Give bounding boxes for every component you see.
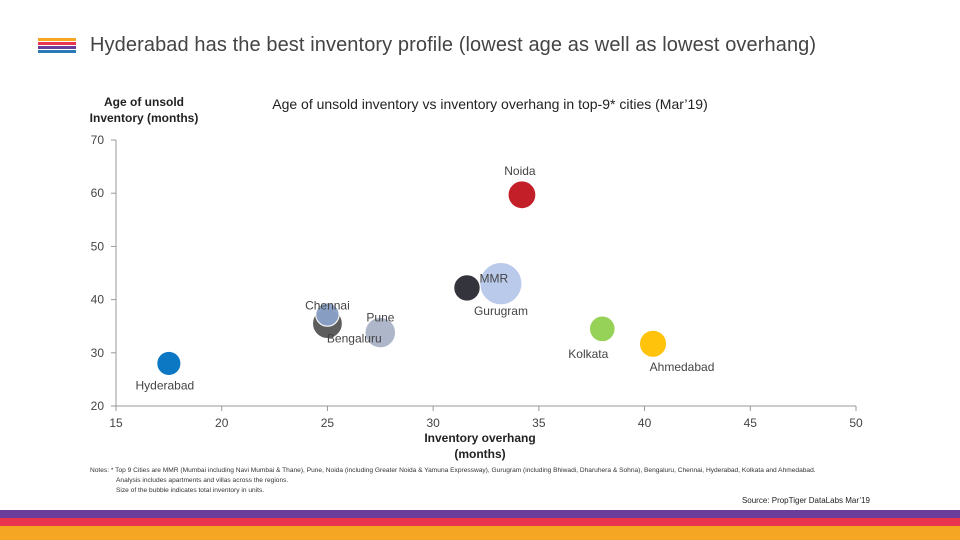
y-tick-label: 50 (91, 239, 105, 253)
footer-band-purple (0, 510, 960, 518)
data-label-gurugram: Gurugram (474, 304, 528, 318)
y-tick-label: 30 (91, 346, 105, 360)
bubble-pune (315, 302, 340, 327)
footer-band-red (0, 518, 960, 526)
data-label-hyderabad: Hyderabad (135, 378, 194, 392)
chart-title: Age of unsold inventory vs inventory ove… (272, 96, 708, 112)
x-tick-label: 40 (638, 416, 652, 430)
data-label-kolkata: Kolkata (568, 347, 608, 361)
bubble-hyderabad (156, 350, 182, 377)
x-tick-label: 30 (426, 416, 440, 430)
data-label-bengaluru: Bengaluru (327, 332, 382, 346)
footer-band-orange (0, 526, 960, 540)
data-label-chennai: Chennai (305, 299, 350, 313)
stripes-icon (38, 38, 76, 53)
y-tick-label: 40 (91, 293, 105, 307)
data-label-pune: Pune (366, 310, 394, 324)
bubble-ahmedabad (638, 329, 668, 359)
bubble-kolkata (588, 315, 616, 343)
notes-line-2: Analysis includes apartments and villas … (116, 477, 289, 484)
bubble-gurugram (453, 274, 481, 302)
data-label-ahmedabad: Ahmedabad (650, 360, 715, 374)
x-tick-label: 20 (215, 416, 229, 430)
notes: Notes: * Top 9 Cities are MMR (Mumbai in… (90, 466, 870, 496)
y-tick-label: 20 (91, 399, 105, 413)
y-tick-label: 60 (91, 186, 105, 200)
slide-title: Hyderabad has the best inventory profile… (90, 33, 817, 56)
source-text: Source: PropTiger DataLabs Mar’19 (741, 496, 870, 505)
slide-header: Hyderabad has the best inventory profile… (38, 28, 816, 62)
x-tick-label: 15 (109, 416, 123, 430)
y-axis-label: Age of unsold Inventory (months) (89, 95, 199, 125)
x-tick-label: 45 (744, 416, 758, 430)
notes-line-3: Size of the bubble indicates total inven… (116, 487, 265, 494)
notes-line-1: Notes: * Top 9 Cities are MMR (Mumbai in… (90, 467, 816, 474)
x-axis-label: Inventory overhang (months) (424, 431, 536, 461)
x-tick-label: 50 (849, 416, 863, 430)
bubble-bengaluru (364, 316, 397, 349)
bubble-noida (507, 180, 537, 210)
x-tick-label: 25 (321, 416, 335, 430)
data-label-noida: Noida (504, 164, 536, 178)
x-tick-label: 35 (532, 416, 546, 430)
y-tick-label: 70 (91, 133, 105, 147)
data-label-mmr: MMR (479, 272, 508, 286)
